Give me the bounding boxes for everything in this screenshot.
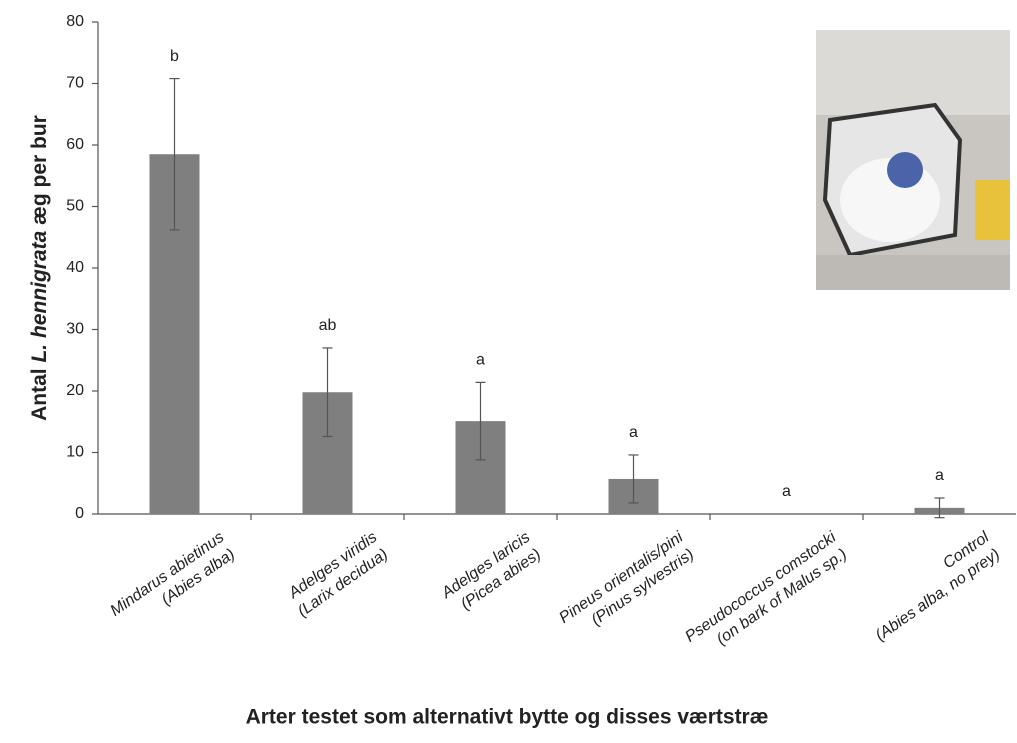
inset-photo [816,30,1010,290]
significance-letter: ab [319,317,337,334]
y-tick-label: 30 [66,321,84,338]
error-bar [322,347,333,438]
error-bar [169,77,180,231]
significance-letter: b [170,48,179,65]
x-tick-label: (Abies alba, no prey) [873,546,1004,645]
y-axis-title-part: L. hennigrata [28,230,51,362]
significance-letter: a [782,483,791,500]
y-tick-label: 40 [66,259,84,276]
y-tick-label: 80 [66,13,84,30]
y-axis-title-part: Antal [28,363,51,421]
significance-letter: a [476,352,485,369]
error-bar [934,497,945,519]
x-axis-title: Arter testet som alternativt bytte og di… [246,706,769,729]
y-tick-label: 0 [75,505,84,522]
significance-letter: a [629,424,638,441]
y-axis-title-part: æg per bur [28,115,51,231]
y-tick-label: 60 [66,136,84,153]
y-tick-label: 50 [66,198,84,215]
error-bar [475,381,486,461]
y-tick-label: 70 [66,75,84,92]
y-axis-title: Antal L. hennigrata æg per bur [28,115,51,421]
error-bar [628,454,639,504]
significance-letter: a [935,467,944,484]
x-tick-label: Pseudococcus comstocki [682,529,839,646]
y-tick-label: 20 [66,382,84,399]
y-tick-label: 10 [66,444,84,461]
